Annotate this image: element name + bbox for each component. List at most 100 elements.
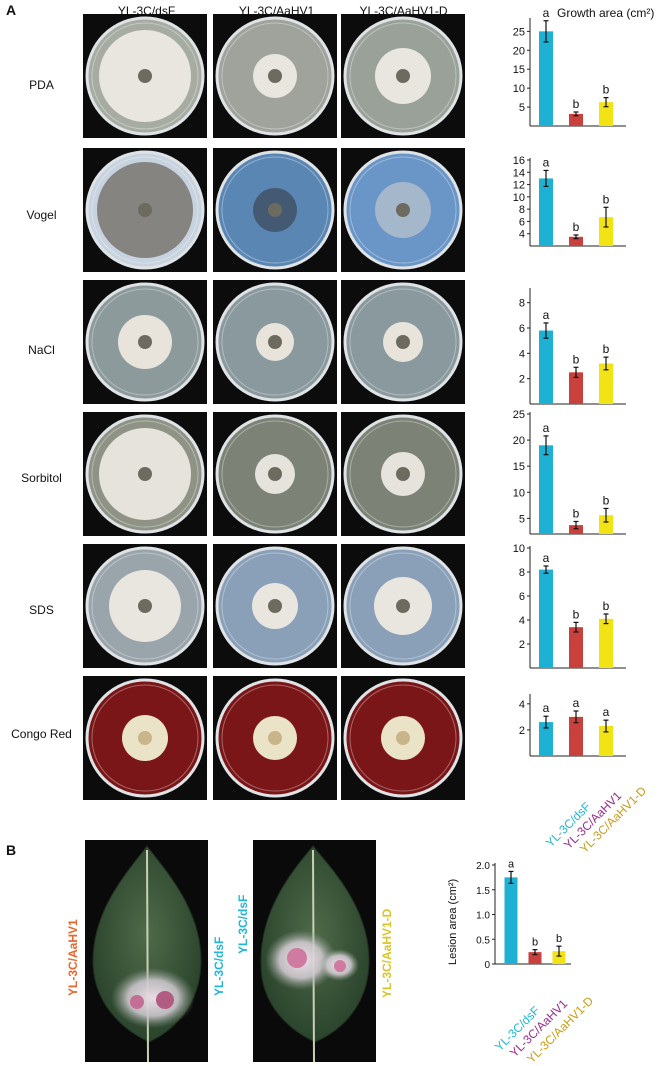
y-tick-label: 0 [484, 960, 490, 971]
culture-plate [213, 676, 337, 800]
y-tick-label: 10 [513, 83, 525, 95]
culture-plate [341, 14, 465, 138]
significance-letter: b [573, 352, 580, 366]
y-tick-label: 0.5 [476, 935, 490, 946]
culture-plate [341, 544, 465, 668]
significance-letter: b [532, 937, 538, 949]
row-label-congo-red: Congo Red [11, 727, 72, 741]
y-tick-label: 10 [513, 192, 525, 204]
bar [539, 569, 553, 668]
leaf-label-left-dsf: YL-3C/dsF [212, 936, 226, 996]
y-tick-label: 20 [513, 435, 525, 447]
culture-plate [213, 14, 337, 138]
significance-letter: b [573, 97, 580, 111]
y-tick-label: 10 [513, 543, 525, 555]
y-tick-label: 8 [519, 204, 525, 216]
y-tick-label: 14 [513, 167, 525, 179]
y-tick-label: 1.0 [476, 911, 490, 922]
panel-b-label: B [6, 842, 17, 858]
significance-letter: a [543, 308, 550, 322]
bar [569, 236, 583, 246]
row-label-sorbitol: Sorbitol [21, 471, 62, 485]
significance-letter: b [603, 83, 610, 97]
row-label-vogel: Vogel [26, 208, 57, 222]
lesion-area-chart: 0 0.5 1.0 1.5 2.0 a b b [476, 858, 571, 971]
y-tick-label: 25 [513, 26, 525, 38]
y-tick-label: 20 [513, 45, 525, 57]
y-tick-label: 4 [519, 699, 525, 711]
culture-plate [83, 14, 207, 138]
culture-plate [341, 280, 465, 404]
y-tick-label: 12 [513, 180, 525, 192]
y-tick-label: 8 [519, 567, 525, 579]
culture-plate [341, 676, 465, 800]
significance-letter: b [603, 342, 610, 356]
lesion-area-ylabel: Lesion area (cm²) [447, 878, 459, 965]
growth-area-header: Growth area (cm²) [557, 6, 655, 20]
significance-letter: a [573, 696, 580, 710]
culture-plate [213, 544, 337, 668]
y-tick-label: 15 [513, 64, 525, 76]
significance-letter: b [603, 192, 610, 206]
culture-plate [341, 412, 465, 536]
bar [539, 722, 553, 756]
significance-letter: b [603, 493, 610, 507]
y-tick-label: 4 [519, 229, 525, 241]
leaf-photo-right [253, 840, 376, 1062]
culture-plate [83, 676, 207, 800]
culture-plate [213, 412, 337, 536]
y-tick-label: 2.0 [476, 861, 490, 872]
significance-letter: b [573, 607, 580, 621]
bar [552, 951, 566, 964]
culture-plate [213, 148, 337, 272]
row-label-pda: PDA [29, 78, 54, 92]
significance-letter: a [603, 705, 610, 719]
significance-letter: a [508, 858, 515, 870]
panel-a-label: A [6, 2, 17, 18]
y-tick-label: 6 [519, 216, 525, 228]
bar [504, 877, 518, 964]
bar [569, 627, 583, 668]
bar [569, 113, 583, 126]
significance-letter: b [556, 933, 562, 945]
culture-plate [341, 148, 465, 272]
y-tick-label: 5 [519, 102, 525, 114]
y-tick-label: 4 [519, 348, 525, 360]
bar [539, 330, 553, 404]
bar [599, 102, 613, 126]
bar [599, 726, 613, 756]
bar [539, 31, 553, 126]
significance-letter: b [603, 599, 610, 613]
culture-plate [83, 412, 207, 536]
y-tick-label: 8 [519, 298, 525, 310]
y-tick-label: 2 [519, 639, 525, 651]
y-tick-label: 2 [519, 374, 525, 386]
y-tick-label: 15 [513, 461, 525, 473]
y-tick-label: 6 [519, 591, 525, 603]
bar [539, 445, 553, 534]
culture-plate [83, 280, 207, 404]
bar [569, 716, 583, 756]
bar [599, 618, 613, 668]
significance-letter: b [573, 220, 580, 234]
row-label-sds: SDS [29, 603, 54, 617]
significance-letter: b [573, 506, 580, 520]
significance-letter: a [543, 551, 550, 565]
y-tick-label: 6 [519, 323, 525, 335]
bar [599, 515, 613, 534]
y-tick-label: 2 [519, 725, 525, 737]
y-tick-label: 5 [519, 513, 525, 525]
y-tick-label: 1.5 [476, 886, 490, 897]
bar [599, 363, 613, 404]
leaf-label-right-aahv1-d: YL-3C/AaHV1-D [380, 908, 394, 998]
y-tick-label: 16 [513, 155, 525, 167]
leaf-label-right-dsf: YL-3C/dsF [236, 894, 250, 954]
bar [528, 952, 542, 964]
bar [599, 217, 613, 246]
leaf-photo-left [85, 840, 208, 1062]
significance-letter: a [543, 701, 550, 715]
culture-plate [213, 280, 337, 404]
significance-letter: a [543, 421, 550, 435]
row-label-nacl: NaCl [28, 343, 55, 357]
